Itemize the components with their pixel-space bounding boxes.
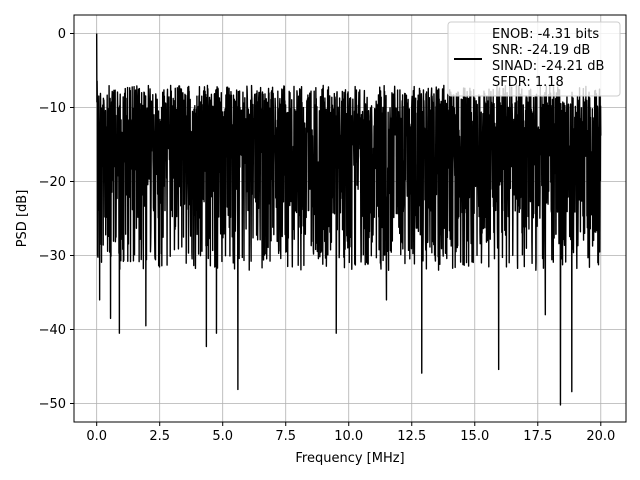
plot-frame [73,14,627,423]
psd-line [95,33,602,406]
x-tick-label: 15.0 [460,429,489,444]
legend-sfdr: SFDR: 1.18 [492,75,564,90]
x-tick-label: 5.0 [212,429,233,444]
x-tick-label: 10.0 [334,429,363,444]
legend-enob: ENOB: -4.31 bits [492,27,599,42]
x-tick-label: 20.0 [586,429,615,444]
x-axis-ticks: 0.0 2.5 5.0 7.5 10.0 12.5 15.0 17.5 20.0 [86,422,615,444]
y-tick-label: −10 [39,101,66,116]
series-psd [95,33,602,406]
y-axis-label: PSD [dB] [15,190,30,248]
x-tick-label: 17.5 [523,429,552,444]
x-tick-label: 12.5 [397,429,426,444]
y-tick-label: −30 [39,249,66,264]
y-tick-label: −20 [39,175,66,190]
y-axis-ticks: 0 −10 −20 −30 −40 −50 [39,27,74,412]
x-tick-label: 7.5 [275,429,296,444]
y-tick-label: −40 [39,323,66,338]
y-tick-label: 0 [58,27,66,42]
x-tick-label: 0.0 [86,429,107,444]
legend: ENOB: -4.31 bits SNR: -24.19 dB SINAD: -… [447,21,621,97]
legend-snr: SNR: -24.19 dB [492,43,590,58]
x-axis-label: Frequency [MHz] [295,451,404,466]
legend-box [447,21,621,97]
legend-sinad: SINAD: -24.21 dB [492,59,604,74]
x-tick-label: 2.5 [149,429,170,444]
y-tick-label: −50 [39,397,66,412]
